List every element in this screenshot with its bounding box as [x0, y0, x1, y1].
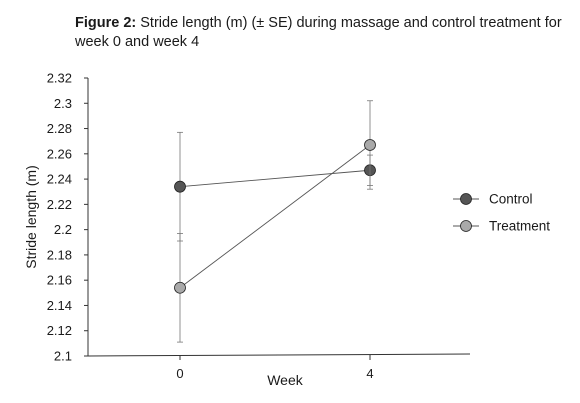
x-axis-line [87, 353, 471, 357]
y-tick-label: 2.16 [47, 273, 72, 288]
legend-label: Treatment [489, 219, 550, 234]
y-tick-label: 2.32 [47, 71, 72, 86]
y-axis-title: Stride length (m) [23, 165, 39, 268]
legend-marker [460, 220, 472, 232]
y-tick-label: 2.24 [47, 172, 72, 187]
y-tick-label: 2.2 [54, 222, 72, 237]
y-tick-label: 2.12 [47, 323, 72, 338]
y-tick-label: 2.26 [47, 146, 72, 161]
figure-caption: Figure 2: Stride length (m) (± SE) durin… [75, 14, 565, 52]
legend-marker [460, 193, 472, 205]
y-tick-label: 2.3 [54, 96, 72, 111]
y-tick-label: 2.18 [47, 247, 72, 262]
series-line-treatment [179, 144, 371, 289]
x-tick-label: 4 [366, 366, 373, 381]
figure-caption-label: Figure 2: [75, 15, 137, 31]
y-tick-label: 2.14 [47, 298, 72, 313]
figure-caption-text: Stride length (m) (± SE) during massage … [75, 15, 562, 50]
data-point-control [174, 180, 186, 193]
series-line-control [179, 169, 371, 188]
data-point-treatment [174, 281, 186, 294]
y-tick-label: 2.1 [54, 349, 72, 364]
x-axis-title: Week [267, 372, 304, 388]
y-tick-label: 2.28 [47, 121, 72, 136]
legend-label: Control [489, 192, 533, 207]
x-tick-label: 0 [176, 366, 183, 381]
y-tick-label: 2.22 [47, 197, 72, 212]
data-point-treatment [364, 139, 376, 151]
